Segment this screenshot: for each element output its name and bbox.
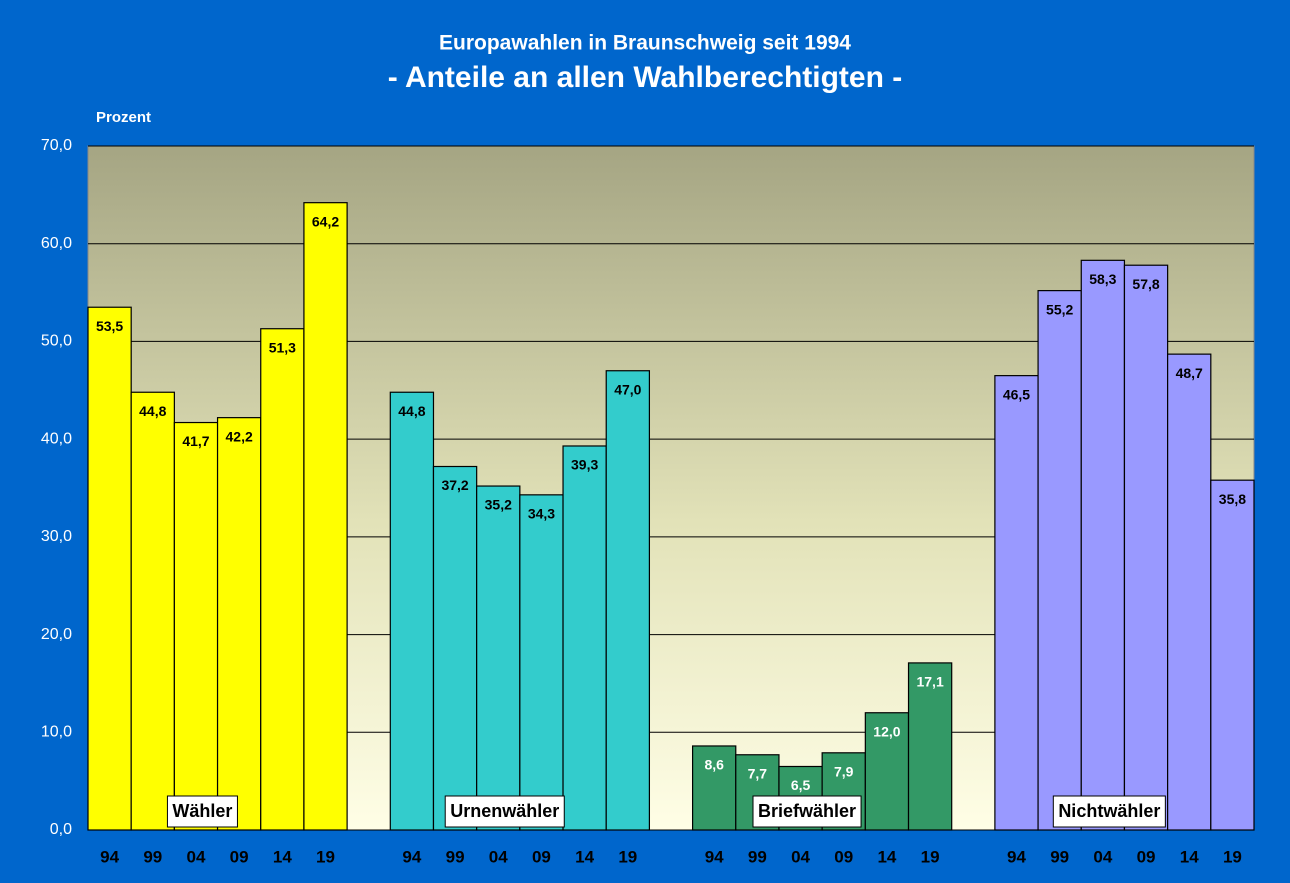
x-tick-label: 94 xyxy=(705,847,724,866)
x-tick-label: 09 xyxy=(1137,847,1156,866)
x-tick-label: 19 xyxy=(618,847,637,866)
value-label: 7,9 xyxy=(834,764,854,780)
value-label: 53,5 xyxy=(96,318,123,334)
bar xyxy=(1167,353,1212,831)
group-label: Briefwähler xyxy=(758,801,856,821)
bar xyxy=(87,306,132,831)
value-label: 47,0 xyxy=(614,381,641,397)
value-label: 48,7 xyxy=(1176,365,1203,381)
x-tick-label: 94 xyxy=(1007,847,1026,866)
bar xyxy=(1037,290,1082,831)
value-label: 44,8 xyxy=(398,403,425,419)
bar xyxy=(605,370,651,831)
value-label: 51,3 xyxy=(269,339,296,355)
value-label: 58,3 xyxy=(1089,271,1116,287)
value-label: 35,2 xyxy=(485,497,512,513)
value-label: 6,5 xyxy=(791,777,811,793)
group-label: Nichtwähler xyxy=(1058,801,1160,821)
y-axis-label: Prozent xyxy=(96,109,151,126)
value-label: 7,7 xyxy=(748,765,768,781)
chart-subtitle: - Anteile an allen Wahlberechtigten - xyxy=(388,61,903,94)
group-label-box xyxy=(166,795,238,828)
value-label: 42,2 xyxy=(226,428,253,444)
x-tick-label: 14 xyxy=(1180,847,1199,866)
x-tick-label: 99 xyxy=(748,847,767,866)
bar xyxy=(864,712,910,831)
bar xyxy=(476,485,521,831)
value-label: 55,2 xyxy=(1046,301,1073,317)
value-label: 46,5 xyxy=(1003,386,1030,402)
bar xyxy=(260,328,305,831)
value-label: 34,3 xyxy=(528,506,555,522)
bar xyxy=(994,375,1039,831)
bar xyxy=(519,494,564,831)
x-tick-label: 99 xyxy=(143,847,162,866)
x-tick-label: 19 xyxy=(1223,847,1242,866)
bar xyxy=(216,417,262,831)
group-label: Urnenwähler xyxy=(450,801,559,821)
x-tick-label: 19 xyxy=(316,847,335,866)
x-tick-label: 94 xyxy=(100,847,119,866)
bar xyxy=(1123,264,1169,831)
y-tick-label: 60,0 xyxy=(41,235,72,252)
x-tick-label: 14 xyxy=(273,847,292,866)
value-label: 8,6 xyxy=(704,757,724,773)
y-tick-label: 40,0 xyxy=(41,430,72,447)
value-label: 17,1 xyxy=(916,674,943,690)
value-label: 41,7 xyxy=(182,433,209,449)
x-tick-label: 14 xyxy=(877,847,896,866)
value-label: 35,8 xyxy=(1219,491,1246,507)
x-tick-label: 94 xyxy=(402,847,421,866)
value-label: 37,2 xyxy=(441,477,468,493)
value-label: 64,2 xyxy=(312,213,339,229)
x-tick-label: 04 xyxy=(791,847,810,866)
bar xyxy=(130,391,175,831)
bar xyxy=(907,662,953,831)
bar xyxy=(1080,259,1126,831)
value-label: 39,3 xyxy=(571,457,598,473)
x-tick-label: 09 xyxy=(532,847,551,866)
y-tick-label: 30,0 xyxy=(41,528,72,545)
x-tick-label: 19 xyxy=(921,847,940,866)
x-tick-label: 09 xyxy=(834,847,853,866)
group-label-box xyxy=(1052,795,1166,828)
bar xyxy=(173,421,219,831)
y-tick-label: 10,0 xyxy=(41,724,72,741)
value-label: 44,8 xyxy=(139,403,166,419)
y-tick-label: 20,0 xyxy=(41,626,72,643)
bar xyxy=(432,465,478,831)
bar xyxy=(1210,479,1255,831)
x-tick-label: 99 xyxy=(1050,847,1069,866)
chart-title: Europawahlen in Braunschweig seit 1994 xyxy=(439,32,851,55)
bar xyxy=(562,445,607,831)
x-tick-label: 99 xyxy=(446,847,465,866)
x-tick-label: 04 xyxy=(187,847,206,866)
x-tick-label: 14 xyxy=(575,847,594,866)
x-tick-label: 09 xyxy=(230,847,249,866)
bar xyxy=(389,391,435,831)
group-label-box xyxy=(444,795,565,828)
value-label: 57,8 xyxy=(1132,276,1159,292)
y-tick-label: 0,0 xyxy=(50,821,72,838)
bar xyxy=(303,202,348,831)
x-tick-label: 04 xyxy=(489,847,508,866)
y-tick-label: 70,0 xyxy=(41,137,72,154)
value-label: 12,0 xyxy=(873,723,900,739)
group-label: Wähler xyxy=(172,801,232,821)
y-tick-label: 50,0 xyxy=(41,333,72,350)
x-tick-label: 04 xyxy=(1093,847,1112,866)
group-label-box xyxy=(752,795,862,828)
